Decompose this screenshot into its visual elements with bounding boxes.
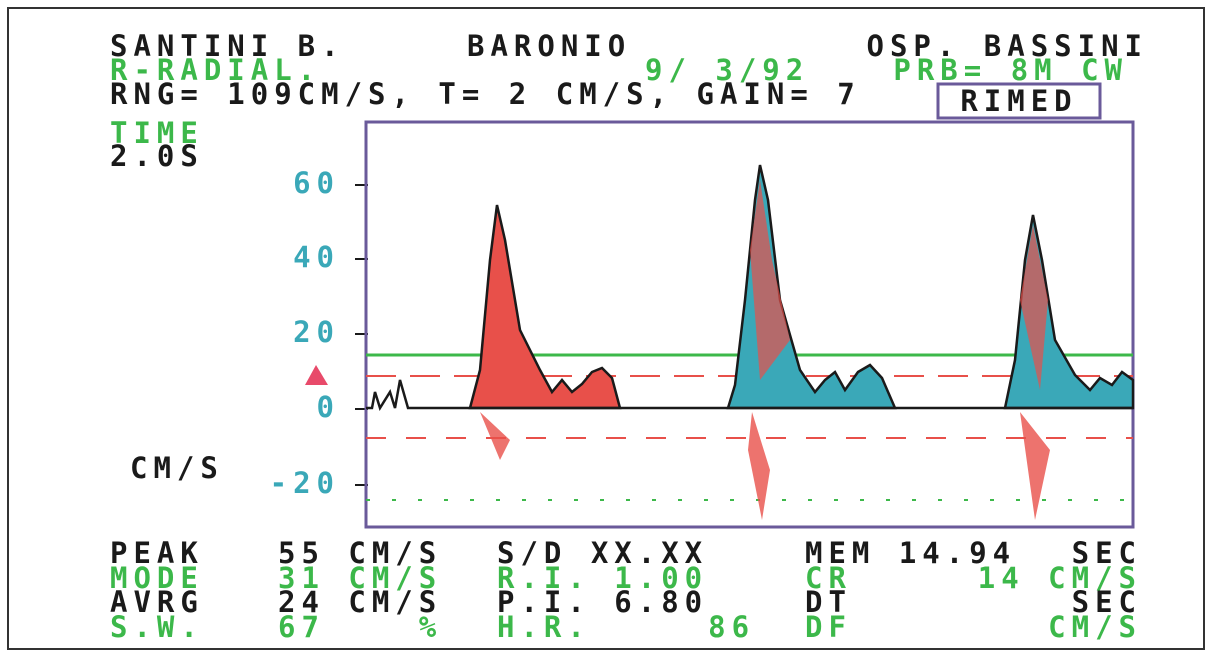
probe: PRB= 8M CW [893, 53, 1128, 87]
cell: S.W. [110, 610, 204, 644]
tick-label: 40 [293, 240, 340, 274]
cell: H.R. 86 [497, 610, 755, 644]
unit: CM/S [130, 451, 224, 485]
operator: BARONIO [467, 29, 631, 63]
brand: RIMED [960, 84, 1077, 118]
tick-label: 0 [317, 390, 340, 424]
tick-label: 20 [293, 315, 340, 349]
screen: SANTINI B. BARONIO OSP. BASSINI R-RADIAL… [0, 0, 1212, 657]
cell: 67 % [278, 610, 442, 644]
tick-label: -20 [270, 466, 340, 500]
settings: RNG= 109CM/S, T= 2 CM/S, GAIN= 7 [110, 77, 861, 111]
cell: CM/S [1048, 610, 1142, 644]
cell: DF [805, 610, 852, 644]
time-value: 2.0S [110, 139, 204, 173]
tick-label: 60 [293, 166, 340, 200]
